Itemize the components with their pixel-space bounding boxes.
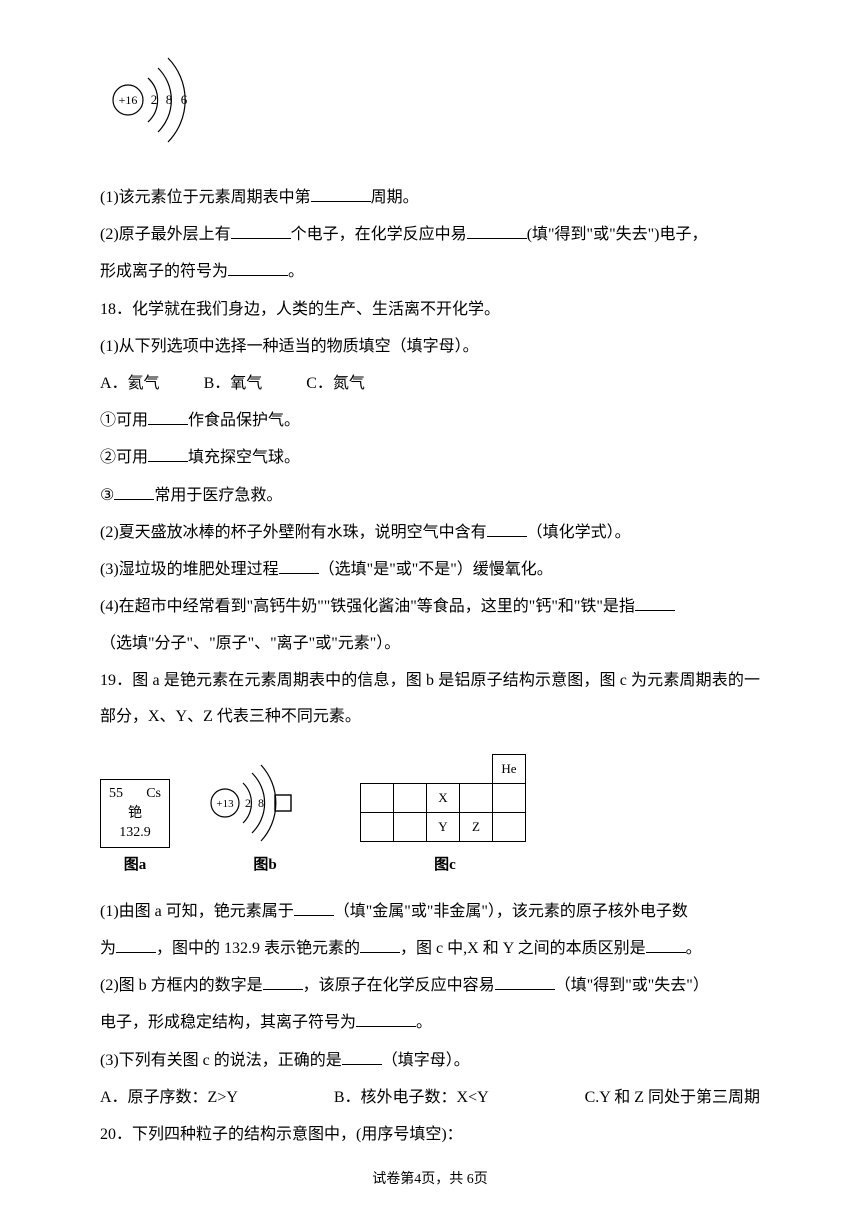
svg-text:8: 8: [166, 92, 173, 107]
svg-text:6: 6: [181, 92, 188, 107]
page-footer: 试卷第4页，共 6页: [0, 1165, 860, 1196]
q20-intro: 20．下列四种粒子的结构示意图中，(用序号填空)：: [100, 1117, 760, 1152]
atom-diagram-q17: +16 2 8 6: [100, 40, 280, 160]
q19-3: (3)下列有关图 c 的说法，正确的是（填字母）。: [100, 1043, 760, 1078]
figure-a: 55 Cs 铯 132.9 图a: [100, 779, 170, 874]
q19-intro: 19．图 a 是铯元素在元素周期表中的信息，图 b 是铝原子结构示意图，图 c …: [100, 663, 760, 733]
nucleus-text: +16: [119, 93, 138, 107]
svg-text:2: 2: [151, 92, 158, 107]
q18-1: (1)从下列选项中选择一种适当的物质填空（填字母）。: [100, 329, 760, 364]
q18-2: (2)夏天盛放冰棒的杯子外壁附有水珠，说明空气中含有（填化学式）。: [100, 515, 760, 550]
q18-4: (4)在超市中经常看到"高钙牛奶""铁强化酱油"等食品，这里的"钙"和"铁"是指: [100, 589, 760, 624]
q18-s2: ②可用填充探空气球。: [100, 440, 760, 475]
q17-2: (2)原子最外层上有个电子，在化学反应中易(填"得到"或"失去")电子，: [100, 217, 760, 252]
figure-c: He X Y Z 图c: [360, 754, 530, 874]
q18-options: A．氦气 B．氧气 C．氮气: [100, 366, 760, 401]
q18-s3: ③常用于医疗急救。: [100, 478, 760, 513]
page-content: +16 2 8 6 (1)该元素位于元素周期表中第周期。 (2)原子最外层上有个…: [100, 40, 760, 1152]
svg-text:+13: +13: [216, 798, 234, 810]
q17-1: (1)该元素位于元素周期表中第周期。: [100, 180, 760, 215]
q19-1a: (1)由图 a 可知，铯元素属于（填"金属"或"非金属"），该元素的原子核外电子…: [100, 894, 760, 929]
q19-2b: 电子，形成稳定结构，其离子符号为。: [100, 1005, 760, 1040]
q18-s1: ①可用作食品保护气。: [100, 403, 760, 438]
q19-options: A．原子序数：Z>Y B．核外电子数：X<Y C.Y 和 Z 同处于第三周期: [100, 1080, 760, 1115]
q19-figures: 55 Cs 铯 132.9 图a +13 2 8: [100, 754, 760, 874]
q17-3: 形成离子的符号为。: [100, 254, 760, 289]
q18-3: (3)湿垃圾的堆肥处理过程（选填"是"或"不是"）缓慢氧化。: [100, 552, 760, 587]
svg-text:8: 8: [258, 796, 264, 810]
q18-intro: 18．化学就在我们身边，人类的生产、生活离不开化学。: [100, 292, 760, 327]
svg-text:2: 2: [245, 796, 251, 810]
q18-4b: （选填"分子"、"原子"、"离子"或"元素"）。: [100, 626, 760, 661]
q19-1b: 为，图中的 132.9 表示铯元素的，图 c 中,X 和 Y 之间的本质区别是。: [100, 931, 760, 966]
figure-b: +13 2 8 图b: [200, 758, 330, 874]
q19-2a: (2)图 b 方框内的数字是，该原子在化学反应中容易（填"得到"或"失去"）: [100, 968, 760, 1003]
